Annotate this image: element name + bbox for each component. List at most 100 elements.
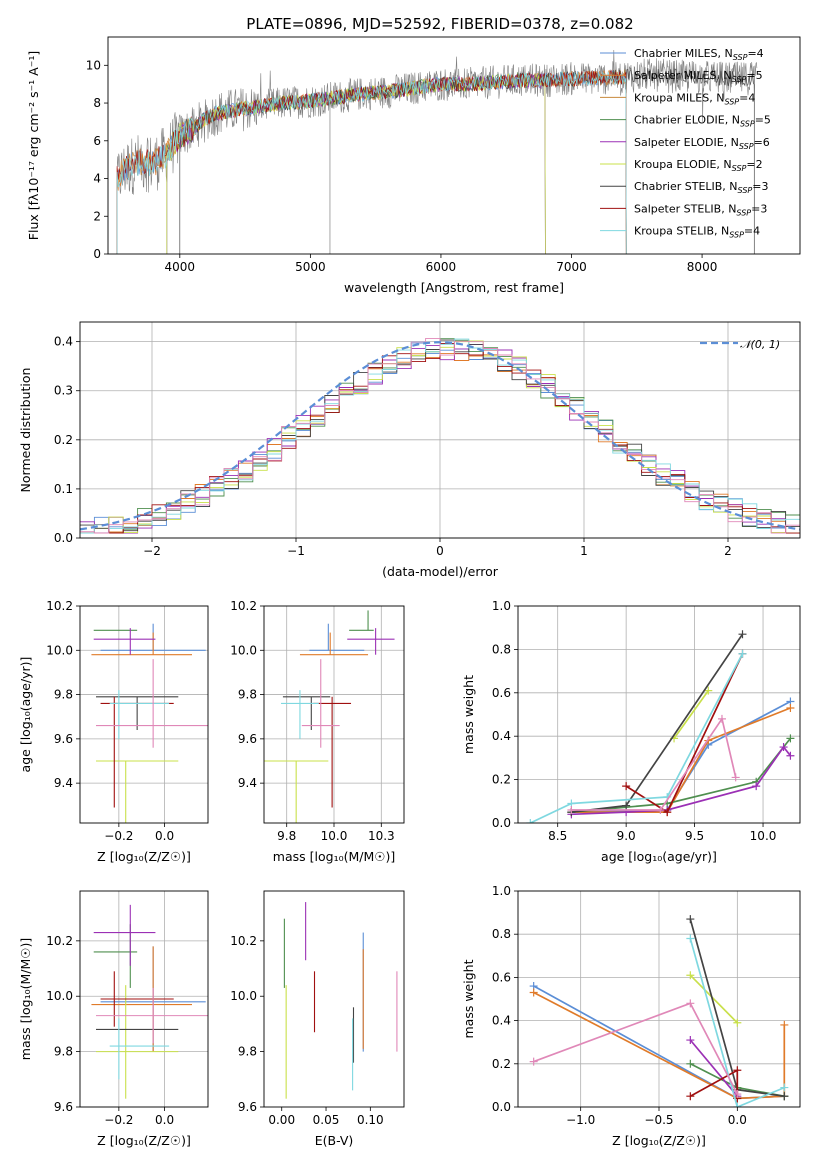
y-tick-label: 10.0 [230, 989, 257, 1003]
legend-entry: Chabrier ELODIE, NSSP=5 [634, 114, 771, 129]
legend-entry-tail: =4 [744, 225, 760, 238]
plot-area [529, 915, 789, 1107]
weight-point-3 [779, 743, 788, 752]
x-tick-label: 6000 [426, 260, 457, 274]
y-tick-label: 9.6 [238, 732, 257, 746]
histogram-step-2 [80, 338, 800, 534]
y-tick-label: 0.0 [492, 816, 511, 830]
x-tick-label: 10.3 [368, 829, 395, 843]
x-tick-label: −0.2 [104, 1113, 133, 1127]
x-tick-label: 0.00 [268, 1113, 295, 1127]
weight-point-6 [733, 1066, 742, 1075]
normal-reference-curve [80, 341, 800, 531]
weight-line-3 [571, 745, 792, 816]
model-line-8 [116, 71, 627, 254]
y-tick-label: 0 [93, 247, 101, 261]
y-tick-label: 9.4 [238, 776, 257, 790]
y-tick-label: 10.2 [230, 599, 257, 613]
plot-area [91, 623, 208, 823]
axes-frame [263, 890, 405, 1108]
weight-point-7 [526, 819, 535, 823]
x-tick-label: 0.05 [313, 1113, 340, 1127]
weight-point-3 [752, 782, 761, 791]
y-tick-label: 10.2 [46, 934, 73, 948]
x-tick-label: 4000 [165, 260, 196, 274]
y-tick-label: 10.2 [230, 934, 257, 948]
plot-area [80, 337, 800, 534]
y-tick-label: 8 [93, 96, 101, 110]
y-tick-label: 9.6 [238, 1100, 257, 1114]
y-tick-label: 0.6 [492, 970, 511, 984]
weight-point-4 [733, 1018, 742, 1027]
weight-line-3 [689, 1039, 738, 1097]
weight-point-6 [686, 1092, 695, 1101]
y-tick-label: 0.2 [492, 1057, 511, 1071]
y-tick-label: 0.6 [492, 686, 511, 700]
y-tick-label: 9.8 [238, 1045, 257, 1059]
legend-entry-sub: SSP [729, 231, 744, 240]
y-tick-label: 0.4 [492, 1014, 511, 1028]
weight-point-5 [780, 1092, 789, 1101]
weight-point-8 [733, 1090, 742, 1099]
legend-entry-sub: SSP [739, 142, 754, 151]
panel-spectrum: 4000 5000 6000 7000 8000 0 2 4 6 8 10 wavelength [A… [26, 36, 801, 295]
legend-entry: Chabrier STELIB, NSSP=3 [634, 180, 768, 195]
legend-entry: Salpeter STELIB, NSSP=3 [634, 202, 767, 217]
weight-line-4 [689, 974, 738, 1024]
legend-entry: Chabrier MILES, NSSP=4 [634, 47, 764, 62]
y-tick-label: 0.1 [54, 482, 73, 496]
x-tick-label: −0.2 [104, 829, 133, 843]
histogram-step-8 [80, 337, 800, 534]
plot-area [264, 610, 395, 823]
y-tick-label: 4 [93, 172, 101, 186]
y-axis-label: mass weight [461, 959, 476, 1038]
legend-entry: Kroupa MILES, NSSP=4 [634, 91, 755, 106]
model-line-5 [166, 73, 546, 254]
y-tick-label: 0.2 [54, 433, 73, 447]
x-tick-label: −0.5 [644, 1113, 673, 1127]
x-tick-label: 7000 [556, 260, 587, 274]
weight-point-7 [686, 934, 695, 943]
x-tick-label: 8000 [687, 260, 718, 274]
legend-entry-tail: =3 [752, 180, 768, 193]
weight-point-7 [738, 649, 747, 658]
y-tick-label: 0.2 [492, 773, 511, 787]
weight-point-1 [529, 988, 538, 997]
y-axis-label: Normed distribution [18, 368, 33, 493]
y-axis-label: age [log₁₀(age/yr)] [18, 657, 33, 773]
weight-point-4 [686, 971, 695, 980]
weight-point-3 [786, 751, 795, 760]
legend-entry-sub: SSP [724, 97, 739, 106]
model-line-4 [166, 73, 546, 254]
legend-entry-main: Kroupa MILES, N [634, 91, 724, 104]
x-axis-label: Z [log₁₀(Z/Z☉)] [97, 849, 191, 864]
legend-entry: Salpeter MILES, NSSP=5 [634, 69, 763, 84]
axes-frame [79, 321, 801, 539]
y-tick-label: 10.2 [46, 599, 73, 613]
legend-entry-main: Chabrier MILES, N [634, 47, 733, 60]
panel-residuals: −2 −1 0 1 2 0.0 0.1 0.2 0.3 0.4 (data-model)/error… [18, 321, 801, 579]
weight-line-7 [529, 653, 744, 823]
legend-entry-main: Salpeter STELIB, N [634, 202, 736, 215]
y-tick-label: 10.0 [230, 643, 257, 657]
weight-point-6 [663, 808, 672, 817]
axes-frame [79, 605, 209, 824]
weight-point-8 [529, 1057, 538, 1066]
legend-entry-main: Chabrier STELIB, N [634, 180, 738, 193]
weight-point-3 [686, 1036, 695, 1045]
weight-point-2 [786, 734, 795, 743]
plot-area [91, 904, 208, 1099]
axes-frame [517, 890, 801, 1108]
y-tick-label: 0.8 [492, 927, 511, 941]
x-axis-label: wavelength [Angstrom, rest frame] [344, 280, 564, 295]
weight-point-2 [686, 1059, 695, 1068]
panel-mass-vs-Z: −0.2 0.0 9.6 9.8 10.0 10.2 Z [log₁₀(Z/Z☉)] mass… [18, 890, 209, 1148]
x-tick-label: 0.0 [155, 829, 174, 843]
weight-point-1 [780, 1020, 789, 1029]
y-tick-label: 10.0 [46, 989, 73, 1003]
weight-point-7 [733, 1103, 742, 1107]
legend-entry-main: Salpeter ELODIE, N [634, 136, 739, 149]
x-tick-label: −2 [143, 544, 161, 558]
